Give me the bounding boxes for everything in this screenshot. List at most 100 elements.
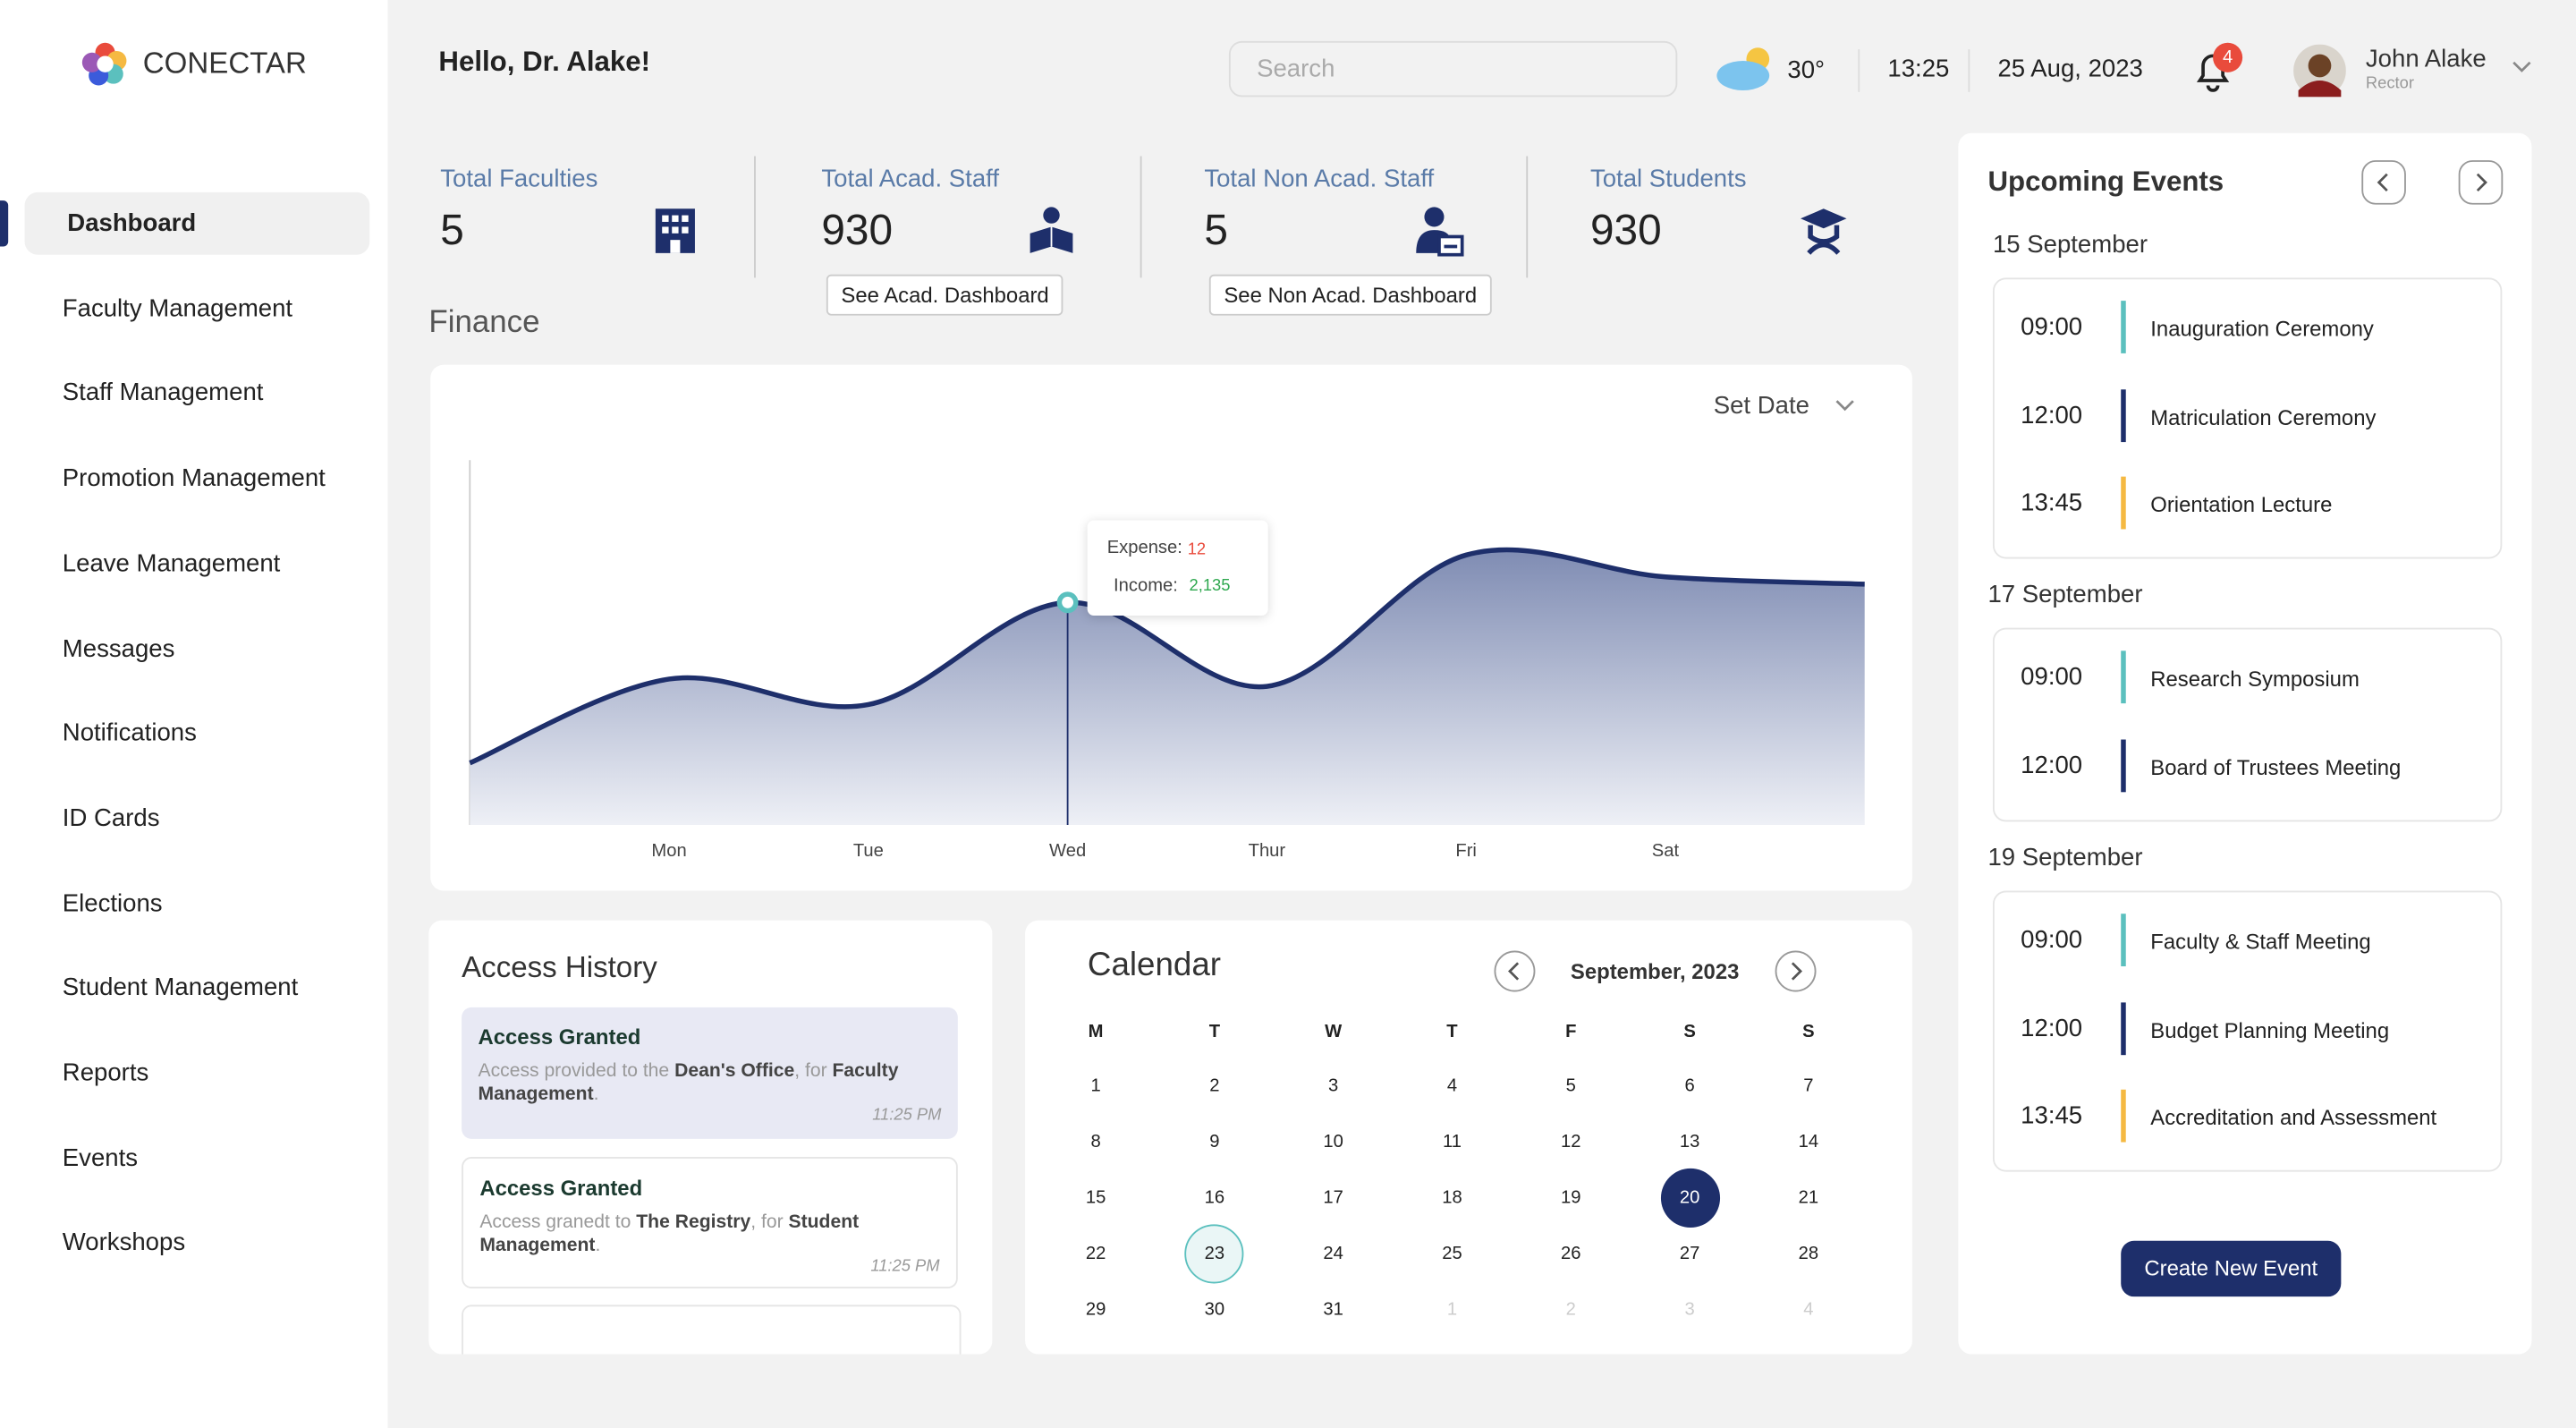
calendar-day[interactable]: 9 xyxy=(1209,1132,1220,1152)
prev-month[interactable] xyxy=(1494,950,1537,993)
calendar-day[interactable]: 16 xyxy=(1204,1187,1225,1209)
text-part: , for xyxy=(750,1212,789,1233)
next-events[interactable] xyxy=(2458,159,2504,205)
finance-chart: Mon Tue Wed Thur Fri Sat Expense: 12 Income: 2,13… xyxy=(469,460,1865,861)
nav-item[interactable]: Elections xyxy=(62,888,163,918)
event-name[interactable]: Faculty & Staff Meeting xyxy=(2150,929,2371,955)
event-name[interactable]: Orientation Lecture xyxy=(2150,492,2333,517)
event-time: 12:00 xyxy=(2021,1014,2083,1042)
tooltip-value: 2,135 xyxy=(1190,575,1231,594)
calendar-day[interactable]: 12 xyxy=(1561,1132,1581,1152)
month-label: September, 2023 xyxy=(1570,958,1740,984)
search-placeholder: Search xyxy=(1257,55,1335,83)
event-name[interactable]: Inauguration Ceremony xyxy=(2150,316,2374,342)
calendar-day[interactable]: 13 xyxy=(1679,1132,1700,1152)
event-marker xyxy=(2121,388,2126,442)
event-group: 09:00 Research Symposium 12:00 Board of Tru… xyxy=(1992,627,2503,822)
divider xyxy=(1968,49,1970,92)
nav-item[interactable]: Events xyxy=(62,1143,139,1172)
weekday: M xyxy=(1088,1022,1104,1042)
nav-item[interactable]: Messages xyxy=(62,633,175,663)
calendar-day[interactable]: 7 xyxy=(1803,1076,1814,1097)
calendar-day[interactable]: 4 xyxy=(1446,1076,1458,1097)
event-time: 09:00 xyxy=(2021,663,2083,692)
event-name[interactable]: Matriculation Ceremony xyxy=(2150,404,2377,429)
event-marker xyxy=(2121,301,2126,353)
calendar-day[interactable]: 1 xyxy=(1090,1076,1101,1097)
stat-label: Total Acad. Staff xyxy=(821,165,999,193)
button-label: See Acad. Dashboard xyxy=(841,282,1049,308)
stat-label: Total Faculties xyxy=(440,165,598,193)
prev-events[interactable] xyxy=(2360,159,2406,205)
calendar-day[interactable]: 4 xyxy=(1803,1299,1814,1320)
calendar-day[interactable]: 22 xyxy=(1085,1244,1106,1264)
nav-item[interactable]: Workshops xyxy=(62,1228,186,1257)
event-name[interactable]: Board of Trustees Meeting xyxy=(2150,754,2402,779)
temperature: 30° xyxy=(1787,56,1826,85)
text-part: Dean's Office xyxy=(674,1061,795,1082)
event-group: 09:00 Inauguration Ceremony 12:00 Matricula… xyxy=(1992,277,2503,559)
x-tick-label: Sat xyxy=(1652,841,1680,861)
calendar-day[interactable]: 2 xyxy=(1209,1076,1220,1097)
nav-item[interactable]: Staff Management xyxy=(62,379,264,408)
calendar-day[interactable]: 3 xyxy=(1328,1076,1339,1097)
calendar-day[interactable]: 19 xyxy=(1561,1187,1581,1209)
nav-item[interactable]: Leave Management xyxy=(62,549,281,578)
nav-item[interactable]: Student Management xyxy=(62,973,299,1003)
calendar-day[interactable]: 3 xyxy=(1684,1299,1695,1320)
text-part: . xyxy=(595,1236,601,1256)
tooltip-value: 12 xyxy=(1188,539,1206,557)
finance-title: Finance xyxy=(428,305,540,341)
event-name[interactable]: Research Symposium xyxy=(2150,666,2360,692)
calendar-day[interactable]: 10 xyxy=(1323,1132,1343,1152)
calendar-day[interactable]: 21 xyxy=(1798,1187,1819,1209)
calendar-day[interactable]: 6 xyxy=(1684,1076,1695,1097)
nav-item[interactable]: Reports xyxy=(62,1058,149,1088)
calendar-day[interactable]: 5 xyxy=(1565,1076,1576,1097)
calendar-day[interactable]: 15 xyxy=(1085,1187,1106,1209)
event-marker xyxy=(2121,476,2126,530)
calendar-day[interactable]: 28 xyxy=(1798,1244,1819,1264)
stat-value: 5 xyxy=(440,204,464,254)
nav-item[interactable]: ID Cards xyxy=(62,803,160,833)
calendar-day[interactable]: 23 xyxy=(1204,1244,1225,1264)
search-box[interactable]: Search xyxy=(1228,40,1678,98)
stat-button[interactable]: See Acad. Dashboard xyxy=(826,274,1064,316)
calendar-day[interactable]: 2 xyxy=(1565,1299,1576,1320)
create-event-button[interactable]: Create New Event xyxy=(2121,1240,2342,1297)
events-card: Upcoming Events Create New Event 15 Sept… xyxy=(1958,132,2532,1355)
calendar-day[interactable]: 18 xyxy=(1442,1187,1462,1209)
nav-item[interactable]: Notifications xyxy=(62,718,197,748)
stat-button[interactable]: See Non Acad. Dashboard xyxy=(1208,274,1492,316)
calendar-day[interactable]: 17 xyxy=(1323,1187,1343,1209)
calendar-day[interactable]: 26 xyxy=(1561,1244,1581,1264)
calendar-day[interactable]: 11 xyxy=(1442,1132,1462,1152)
text-part: Access granedt to xyxy=(479,1212,637,1233)
calendar-day[interactable]: 14 xyxy=(1798,1132,1819,1152)
nav-item[interactable]: Dashboard xyxy=(67,209,197,238)
nav-item[interactable]: Promotion Management xyxy=(62,464,326,493)
calendar-day[interactable]: 29 xyxy=(1085,1299,1106,1320)
text-part: The Registry xyxy=(636,1212,751,1233)
next-month[interactable] xyxy=(1775,950,1818,993)
calendar-day[interactable]: 31 xyxy=(1323,1299,1343,1320)
calendar-day[interactable]: 27 xyxy=(1679,1244,1700,1264)
calendar-day[interactable]: 30 xyxy=(1204,1299,1225,1320)
event-time: 13:45 xyxy=(2021,489,2083,517)
date-filter[interactable]: Set Date xyxy=(1713,392,1809,421)
calendar-day[interactable]: 8 xyxy=(1090,1132,1101,1152)
event-name[interactable]: Budget Planning Meeting xyxy=(2150,1016,2390,1042)
event-name[interactable]: Accreditation and Assessment xyxy=(2150,1105,2437,1130)
calendar-day[interactable]: 1 xyxy=(1446,1299,1458,1320)
nav-item[interactable]: Faculty Management xyxy=(62,294,293,323)
calendar-day[interactable]: 20 xyxy=(1679,1187,1700,1209)
access-item-text: Access granedt to The Registry, for Stud… xyxy=(479,1211,939,1257)
event-time: 13:45 xyxy=(2021,1101,2083,1130)
calendar-day[interactable]: 25 xyxy=(1442,1244,1462,1264)
avatar[interactable] xyxy=(2293,44,2346,98)
stat-icon xyxy=(1416,207,1464,257)
weekday: T xyxy=(1208,1022,1221,1042)
chevron[interactable] xyxy=(2511,59,2534,75)
access-item: Access Granted Access granedt to The Regi… xyxy=(462,1157,958,1289)
calendar-day[interactable]: 24 xyxy=(1323,1244,1343,1264)
